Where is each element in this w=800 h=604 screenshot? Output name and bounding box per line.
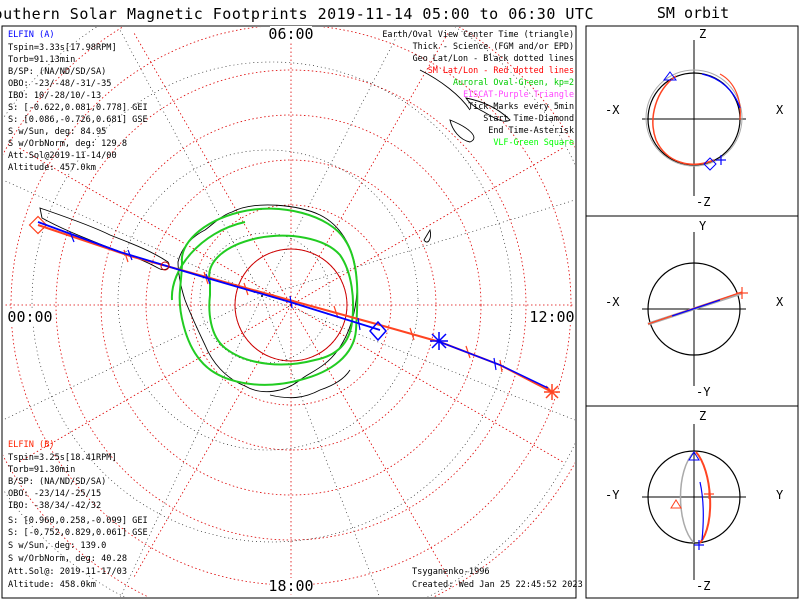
legend-item: Tick Marks every 5min xyxy=(468,101,574,111)
orbit-panel-xy: Y -Y -X X xyxy=(605,219,784,399)
elfin-a-line: S: [-0.622,0.081,0.778] GEI xyxy=(8,103,148,113)
clock-labels: 06:00 00:00 12:00 18:00 xyxy=(6,25,575,595)
axis-label: -Y xyxy=(696,385,711,399)
elfin-a-line: IBO: 10/-28/10/-13 xyxy=(8,91,101,101)
elfin-b-line: Tspin=3.25s[18.41RPM] xyxy=(8,453,117,463)
legend: Earth/Oval View Center Time (triangle) T… xyxy=(382,29,574,147)
geo-lat-circles xyxy=(3,27,575,597)
footprint-map: 06:00 00:00 12:00 18:00 ELFIN (A) Tspin=… xyxy=(1,25,583,599)
elfin-a-line: S w/OrbNorm, deg: 129.8 xyxy=(8,139,127,149)
orbit-panels: Z -Z -X X Y -Y -X X xyxy=(585,25,799,599)
elfin-a-line: S w/Sun, deg: 84.95 xyxy=(8,127,106,137)
orbit-title: SM orbit xyxy=(657,4,729,22)
elfin-a-line: S: [0.086,-0.726,0.681] GSE xyxy=(8,115,148,125)
axis-label: -Z xyxy=(696,195,710,209)
elfin-a-line: Torb=91.13min xyxy=(8,55,75,65)
model-credit: Tsyganenko-1996 xyxy=(412,567,490,577)
elfin-b-end-asterisk xyxy=(544,384,560,400)
elfin-b-line: IBO: -38/34/-42/32 xyxy=(8,501,101,511)
elfin-b-line: OBO: -23/14/-25/15 xyxy=(8,489,101,499)
elfin-b-line: S w/OrbNorm, deg: 40.28 xyxy=(8,554,127,564)
auroral-ovals xyxy=(170,207,359,386)
elfin-a-end-asterisk xyxy=(430,332,448,350)
axis-label: Z xyxy=(699,27,706,41)
elfin-a-line: B/SP: (NA/ND/SD/SA) xyxy=(8,67,106,77)
axis-label: X xyxy=(776,103,784,117)
elfin-a-title: ELFIN (A) xyxy=(8,30,55,40)
legend-item: VLF-Green Square xyxy=(493,137,574,147)
elfin-b-line: S w/Sun, deg: 139.0 xyxy=(8,541,106,551)
elfin-b-start-diamond xyxy=(28,215,48,235)
axis-label: X xyxy=(776,295,784,309)
legend-item: EISCAT-Purple Triangle xyxy=(463,89,574,99)
axis-label: Y xyxy=(776,488,784,502)
elfin-b-title: ELFIN (B) xyxy=(8,440,55,450)
clock-label-top: 06:00 xyxy=(268,25,313,43)
elfin-a-line: Tspin=3.33s[17.98RPM] xyxy=(8,43,117,53)
sm-meridians xyxy=(3,27,575,597)
clock-label-bottom: 18:00 xyxy=(268,577,313,595)
orbit-panel-xz: Z -Z -X X xyxy=(605,27,784,209)
axis-label: -Z xyxy=(696,579,710,593)
orbit-panel-yz: Z -Z -Y Y xyxy=(605,409,784,593)
elfin-b-info: ELFIN (B) Tspin=3.25s[18.41RPM] Torb=91.… xyxy=(8,440,148,590)
legend-item: Start Time-Diamond xyxy=(483,113,574,123)
legend-item: SM Lat/Lon - Red dotted lines xyxy=(428,65,574,75)
elfin-a-info: ELFIN (A) Tspin=3.33s[17.98RPM] Torb=91.… xyxy=(8,30,148,173)
orbit-panels-frame xyxy=(585,25,799,599)
axis-label: -X xyxy=(605,103,620,117)
elfin-b-line: Altitude: 458.0km xyxy=(8,580,96,590)
clock-label-left: 00:00 xyxy=(7,308,52,326)
elfin-b-track xyxy=(28,215,560,400)
clock-label-right: 12:00 xyxy=(529,308,574,326)
elfin-a-start-diamond xyxy=(368,320,388,342)
axis-label: Y xyxy=(699,219,707,233)
legend-item: End Time-Asterisk xyxy=(488,125,574,135)
axis-label: -Y xyxy=(605,488,620,502)
elfin-a-track xyxy=(37,221,549,389)
elfin-b-line: Torb=91.30min xyxy=(8,465,75,475)
legend-item: Auroral Oval-Green, kp=2 xyxy=(453,77,574,87)
elfin-b-line: Att.Sol@: 2019-11-17/03 xyxy=(8,567,127,577)
eiscat-marker xyxy=(160,261,170,271)
elfin-a-line: OBO: -23/-48/-31/-35 xyxy=(8,79,111,89)
elfin-b-line: B/SP: (NA/ND/SD/SA) xyxy=(8,477,106,487)
main-title: Southern Solar Magnetic Footprints 2019-… xyxy=(0,5,594,23)
elfin-a-line: Altitude: 457.0km xyxy=(8,163,96,173)
elfin-b-line: S: [-0.752,0.829,0.061] GSE xyxy=(8,528,148,538)
elfin-a-line: Att.Sol@2019-11-14/00 xyxy=(8,151,117,161)
axis-label: Z xyxy=(699,409,706,423)
created-timestamp: Created: Wed Jan 25 22:45:52 2023 xyxy=(412,580,583,590)
geo-meridians xyxy=(3,29,575,597)
elfin-b-line: S: [0.960,0.258,-0.099] GEI xyxy=(8,516,148,526)
legend-item: Geo Lat/Lon - Black dotted lines xyxy=(413,53,574,63)
legend-item: Thick - Science (FGM and/or EPD) xyxy=(413,41,574,51)
legend-item: Earth/Oval View Center Time (triangle) xyxy=(382,29,574,39)
axis-label: -X xyxy=(605,295,620,309)
